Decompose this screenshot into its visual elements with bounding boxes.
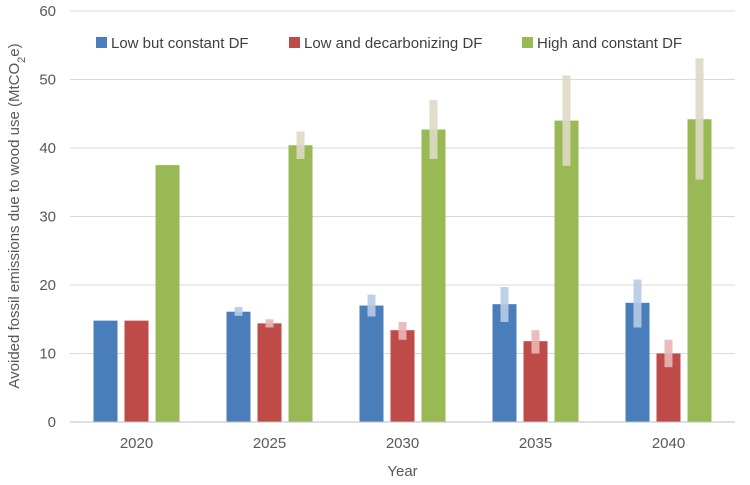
legend-label: Low and decarbonizing DF — [304, 35, 482, 52]
y-tick-label: 10 — [39, 346, 56, 363]
bar — [124, 320, 149, 422]
legend-swatch — [289, 37, 300, 48]
range-bar — [265, 319, 274, 328]
y-tick-label: 60 — [39, 3, 56, 20]
bar — [288, 145, 313, 422]
bar — [492, 304, 517, 422]
bar — [155, 165, 180, 422]
bar — [390, 330, 415, 422]
legend-label: Low but constant DF — [111, 35, 249, 52]
x-axis-title: Year — [387, 463, 417, 480]
range-bar — [500, 287, 509, 322]
y-tick-label: 20 — [39, 277, 56, 294]
x-tick-label: 2040 — [652, 435, 685, 452]
range-bar — [296, 131, 305, 159]
y-axis-title: Avoided fossil emissions due to wood use… — [6, 43, 28, 388]
range-bar — [633, 279, 642, 328]
bar — [257, 323, 282, 422]
range-bar — [234, 306, 243, 316]
legend: Low but constant DF Low and decarbonizing… — [96, 35, 682, 52]
legend-swatch — [522, 37, 533, 48]
bar — [359, 305, 384, 422]
bar — [226, 311, 251, 422]
y-tick-label: 0 — [48, 414, 56, 431]
x-tick-label: 2030 — [386, 435, 419, 452]
y-title-text: e) — [6, 43, 23, 56]
range-bar — [429, 100, 438, 159]
range-bar — [664, 339, 673, 368]
bar — [421, 129, 446, 422]
range-bar — [531, 330, 540, 354]
x-tick-label: 2035 — [519, 435, 552, 452]
legend-label: High and constant DF — [537, 35, 682, 52]
y-tick-label: 40 — [39, 140, 56, 157]
bar — [554, 120, 579, 422]
range-bar — [695, 58, 704, 180]
y-tick-label: 50 — [39, 72, 56, 89]
range-bar — [562, 75, 571, 166]
legend-swatch — [96, 37, 107, 48]
y-tick-label: 30 — [39, 209, 56, 226]
bars — [93, 58, 712, 422]
x-tick-label: 2025 — [253, 435, 286, 452]
range-bar — [398, 321, 407, 340]
bar — [523, 341, 548, 422]
x-tick-label: 2020 — [120, 435, 153, 452]
y-title-subscript: 2 — [16, 57, 28, 63]
y-title-text: Avoided fossil emissions due to wood use… — [6, 63, 23, 389]
gridlines — [70, 10, 735, 354]
bar — [93, 320, 118, 422]
range-bar — [367, 294, 376, 317]
